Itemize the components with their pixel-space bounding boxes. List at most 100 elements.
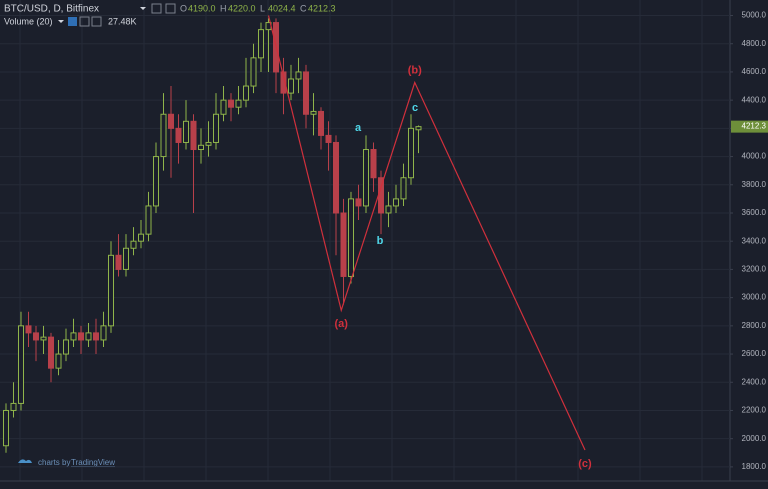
y-tick-label: 3000.0 — [742, 293, 767, 302]
settings-box[interactable] — [151, 3, 162, 14]
candle-body — [93, 332, 99, 341]
candle-body — [400, 177, 407, 200]
indicator-value: 27.48K — [108, 16, 137, 26]
candle-body — [228, 99, 234, 108]
candle-body — [303, 71, 309, 115]
y-tick-label: 5000.0 — [742, 11, 767, 20]
vertical-grid — [19, 0, 703, 481]
candle-body — [85, 332, 92, 341]
y-tick-label: 2600.0 — [742, 349, 767, 358]
candle-body — [370, 149, 377, 179]
subwave-label: b — [377, 235, 384, 247]
candle-body — [325, 134, 332, 143]
candle-body — [190, 120, 197, 151]
y-tick-label: 3200.0 — [742, 265, 767, 274]
candle-body — [55, 353, 62, 369]
candle-body — [40, 336, 47, 341]
ohlc-value: 4212.3 — [308, 3, 336, 13]
footer-link[interactable]: TradingView — [71, 458, 115, 467]
symbol-title[interactable]: BTC/USD, D, Bitfinex — [4, 4, 99, 15]
candle-body — [318, 110, 324, 136]
ohlc-key: O — [180, 3, 187, 13]
wave-label: (a) — [335, 318, 349, 330]
candle-body — [145, 205, 152, 235]
ohlc-value: 4190.0 — [188, 3, 216, 13]
wave-label: (c) — [578, 458, 592, 470]
candle-body — [295, 71, 302, 80]
candle-body — [355, 198, 362, 207]
last-price-label: 4212.3 — [742, 122, 767, 131]
candle-body — [100, 325, 107, 341]
candle-body — [63, 339, 69, 355]
subwave-label: a — [355, 122, 362, 134]
candle-body — [25, 325, 32, 334]
y-tick-label: 2800.0 — [742, 321, 767, 330]
candle-body — [160, 113, 167, 158]
candle-body — [348, 198, 354, 277]
candle-body — [280, 71, 287, 94]
candle-body — [415, 126, 422, 131]
ohlc-key: C — [300, 3, 307, 13]
candle-body — [175, 127, 182, 143]
logo-icon[interactable] — [18, 459, 32, 463]
candle-body — [258, 29, 264, 59]
indicator-name[interactable]: Volume (20) — [4, 16, 53, 26]
candle-body — [205, 141, 212, 146]
y-tick-label: 3400.0 — [742, 236, 767, 245]
y-tick-label: 2000.0 — [742, 434, 767, 443]
candle-body — [243, 85, 249, 101]
ohlc-key: L — [260, 3, 265, 13]
candle-body — [138, 233, 144, 242]
close-box[interactable] — [91, 16, 102, 27]
candle-body — [385, 205, 392, 214]
y-tick-label: 1800.0 — [742, 462, 767, 471]
wave-label: (b) — [408, 64, 422, 76]
candle-body — [235, 99, 242, 108]
y-tick-label: 3600.0 — [742, 208, 767, 217]
candle-body — [115, 254, 122, 270]
y-tick-label: 2400.0 — [742, 377, 767, 386]
candle-body — [33, 332, 39, 341]
candle-body — [408, 127, 414, 179]
candle-body — [108, 254, 114, 327]
wave-line — [267, 15, 586, 451]
settings-box[interactable] — [79, 16, 90, 27]
candle-body — [333, 141, 339, 214]
candle-body — [310, 110, 317, 115]
eye-icon[interactable] — [68, 17, 77, 26]
candle-body — [48, 336, 54, 369]
ohlc-value: 4220.0 — [228, 3, 256, 13]
ohlc-key: H — [220, 3, 227, 13]
y-tick-label: 3800.0 — [742, 180, 767, 189]
last-price-tag — [731, 120, 768, 133]
candle-body — [123, 247, 129, 270]
y-tick-label: 4600.0 — [742, 67, 767, 76]
candle-body — [70, 332, 77, 341]
candle-body — [340, 212, 347, 277]
candle-body — [78, 332, 84, 341]
y-tick-label: 2200.0 — [742, 406, 767, 415]
candle-body — [213, 113, 219, 143]
candle-body — [153, 156, 159, 207]
settings-box[interactable] — [165, 3, 176, 14]
candle-body — [250, 57, 257, 87]
subwave-label: c — [412, 102, 418, 114]
candle-body — [168, 113, 174, 129]
y-tick-label: 4000.0 — [742, 152, 767, 161]
candle-body — [198, 144, 204, 151]
candle-body — [363, 149, 369, 207]
candle-body — [18, 325, 24, 404]
candle-body — [288, 78, 294, 94]
candle-body — [220, 99, 227, 115]
candle-body — [10, 402, 17, 411]
footer-text: charts by — [38, 458, 70, 467]
dropdown-icon[interactable] — [140, 7, 146, 10]
candle-body — [393, 198, 399, 207]
y-tick-label: 4400.0 — [742, 95, 767, 104]
y-tick-label: 4800.0 — [742, 39, 767, 48]
candle-body — [183, 120, 189, 143]
dropdown-icon[interactable] — [58, 20, 64, 23]
ohlc-value: 4024.4 — [268, 3, 296, 13]
